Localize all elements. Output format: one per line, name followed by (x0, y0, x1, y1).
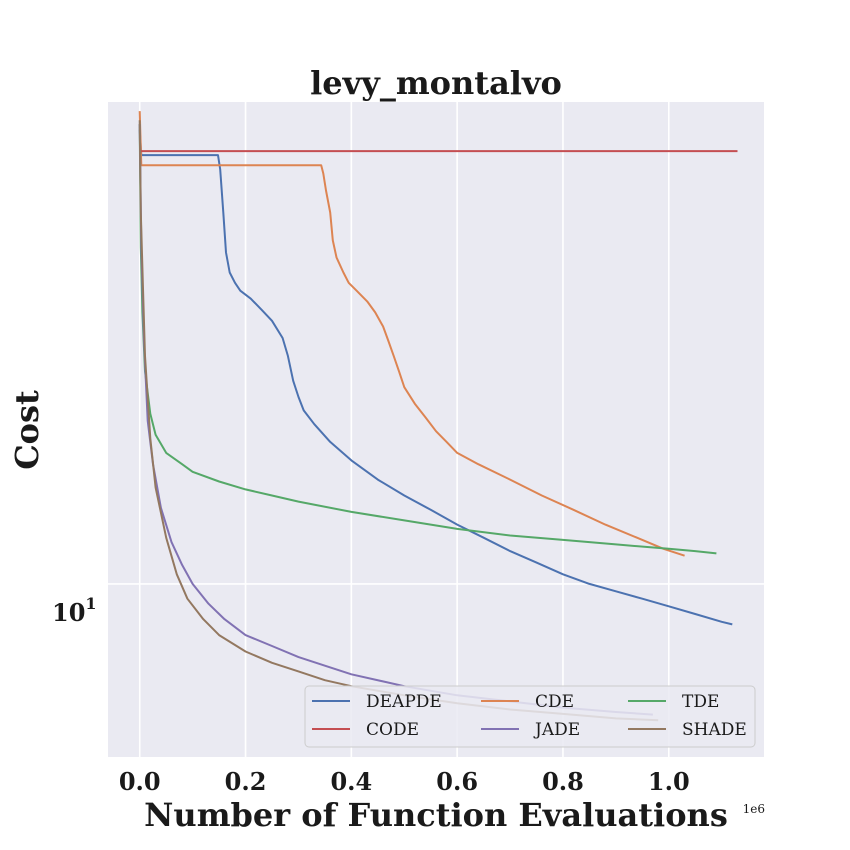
chart-title: levy_montalvo (310, 64, 562, 102)
grid-lines (108, 102, 764, 757)
x-tick-label: 0.6 (436, 767, 478, 796)
legend-label-tde: TDE (682, 692, 719, 712)
x-tick-labels: 0.0 0.2 0.4 0.6 0.8 1.0 (119, 767, 690, 796)
y-tick-label: 101 (52, 594, 97, 627)
legend: DEAPDE CDE TDE CODE JADE SHADE (304, 685, 756, 748)
series-line-deapde (138, 129, 733, 626)
y-axis-label: Cost (8, 390, 46, 470)
legend-label-deapde: DEAPDE (366, 692, 442, 712)
x-tick-label: 0.2 (225, 767, 267, 796)
plot-area (108, 102, 764, 757)
x-tick-label: 0.0 (119, 767, 161, 796)
x-offset-label: 1e6 (743, 802, 765, 816)
series-line-cde (138, 111, 685, 557)
legend-label-cde: CDE (535, 692, 574, 712)
x-tick-label: 0.8 (542, 767, 584, 796)
legend-label-code: CODE (366, 720, 419, 740)
legend-label-jade: JADE (533, 720, 580, 740)
legend-label-shade: SHADE (682, 720, 747, 740)
x-axis-label: Number of Function Evaluations (144, 796, 728, 834)
x-tick-label: 1.0 (648, 767, 690, 796)
x-tick-label: 0.4 (330, 767, 372, 796)
